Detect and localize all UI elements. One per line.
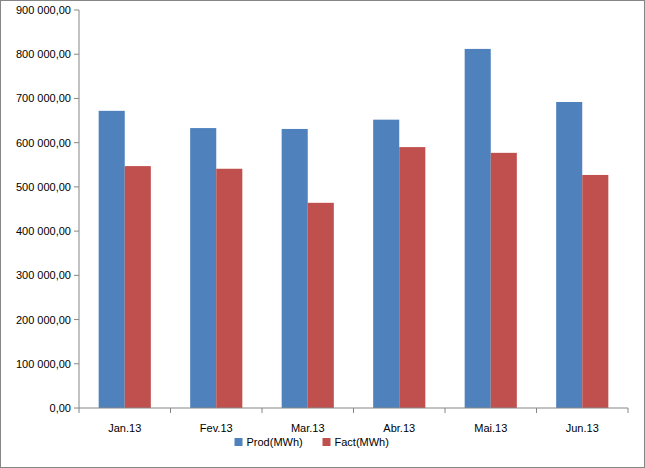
chart-root: 0,00 100 000,00 200 000,00 300 000,00 400 00…: [0, 0, 645, 468]
y-tick-label: 900 000,00: [16, 4, 71, 16]
x-tick-label: Jun.13: [566, 422, 599, 434]
y-tick-label: 200 000,00: [16, 314, 71, 326]
y-tick: [74, 142, 79, 143]
y-tick-label: 800 000,00: [16, 48, 71, 60]
x-tick-label: Fev.13: [200, 422, 233, 434]
x-tick: [628, 408, 629, 413]
y-tick-label: 300 000,00: [16, 269, 71, 281]
x-tick-label: Mai.13: [474, 422, 507, 434]
chart: 0,00 100 000,00 200 000,00 300 000,00 400 00…: [0, 0, 645, 468]
y-tick: [74, 54, 79, 55]
bar: [99, 111, 125, 408]
bar: [465, 49, 491, 408]
legend-label: Prod(MWh): [247, 436, 303, 448]
y-tick: [74, 408, 79, 409]
chart-frame: [1, 1, 645, 468]
bars: [99, 49, 609, 408]
bar: [125, 166, 151, 408]
y-tick: [74, 10, 79, 11]
bar: [582, 175, 608, 408]
bar: [190, 128, 216, 408]
y-axis: [79, 10, 80, 408]
y-tick-label: 600 000,00: [16, 137, 71, 149]
legend: Prod(MWh) Fact(MWh): [235, 436, 389, 448]
bar: [399, 147, 425, 408]
x-tick: [262, 408, 263, 413]
bar: [491, 153, 517, 408]
y-tick-label: 400 000,00: [16, 225, 71, 237]
bar: [216, 169, 242, 408]
y-tick: [74, 319, 79, 320]
legend-swatch: [323, 438, 331, 446]
x-tick: [536, 408, 537, 413]
y-tick: [74, 186, 79, 187]
y-tick: [74, 98, 79, 99]
y-tick-label: 700 000,00: [16, 92, 71, 104]
x-tick: [353, 408, 354, 413]
y-tick-label: 0,00: [50, 402, 71, 414]
x-tick: [79, 408, 80, 413]
y-tick: [74, 363, 79, 364]
y-tick-label: 100 000,00: [16, 358, 71, 370]
y-tick-label: 500 000,00: [16, 181, 71, 193]
bar: [282, 129, 308, 408]
legend-label: Fact(MWh): [335, 436, 389, 448]
bar: [373, 120, 399, 408]
x-tick: [445, 408, 446, 413]
x-tick-label: Abr.13: [383, 422, 415, 434]
y-tick: [74, 275, 79, 276]
x-tick: [170, 408, 171, 413]
x-tick-label: Jan.13: [108, 422, 141, 434]
legend-swatch: [235, 438, 243, 446]
bar: [308, 203, 334, 408]
bar: [556, 102, 582, 408]
x-tick-label: Mar.13: [291, 422, 325, 434]
y-tick: [74, 231, 79, 232]
